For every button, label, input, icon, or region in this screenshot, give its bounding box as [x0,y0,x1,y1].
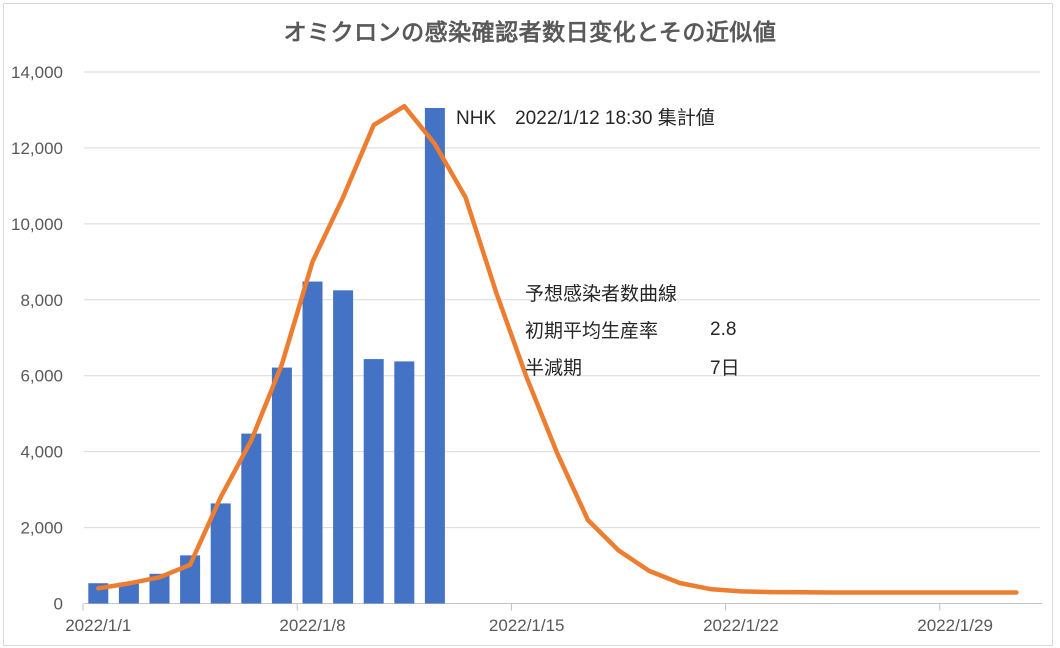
bar-2022-1-12 [424,107,445,604]
bar-2022-1-5 [210,503,231,604]
x-axis-label-2022/1/29: 2022/1/29 [917,616,993,635]
param-value-half-life: 7日 [710,358,740,379]
param-label-half-life: 半減期 [525,358,583,379]
param-row-half-life: 半減期 7日 [525,348,740,385]
bar-2022-1-2 [118,582,139,604]
y-axis-label-0: 0 [54,595,63,614]
param-row-production-rate: 初期平均生産率 2.8 [525,311,740,348]
prediction-curve [96,103,1019,595]
bar-2022-1-3 [149,573,170,604]
curve-label: 予想感染者数曲線 [525,284,678,305]
bar-2022-1-11 [394,361,415,604]
x-axis-label-2022/1/8: 2022/1/8 [279,616,345,635]
y-axis-label-4000: 4,000 [20,443,63,462]
y-axis-label-2000: 2,000 [20,519,63,538]
nhk-tally-note: NHK 2022/1/12 18:30 集計値 [456,108,715,129]
param-label-production-rate: 初期平均生産率 [525,321,659,342]
bar-2022-1-7 [271,367,292,604]
chart-title: オミクロンの感染確認者数日変化とその近似値 [283,19,777,45]
curve-label-row: 予想感染者数曲線 [525,274,740,311]
chart-border [3,3,1053,646]
x-axis-label-2022/1/15: 2022/1/15 [489,616,565,635]
x-axis-label-2022/1/1: 2022/1/1 [65,616,131,635]
y-axis-label-8000: 8,000 [20,291,63,310]
x-axis-label-2022/1/22: 2022/1/22 [703,616,779,635]
y-axis-label-6000: 6,000 [20,367,63,386]
y-axis-label-12000: 12,000 [11,139,63,158]
param-value-production-rate: 2.8 [710,318,737,340]
bar-2022-1-9 [333,290,354,604]
bar-2022-1-8 [302,281,323,604]
y-axis-label-10000: 10,000 [11,215,63,234]
prediction-params: 予想感染者数曲線 初期平均生産率 2.8 半減期 7日 [525,274,740,385]
y-axis-label-14000: 14,000 [11,63,63,82]
bar-2022-1-6 [241,433,262,604]
bar-2022-1-10 [363,359,384,604]
